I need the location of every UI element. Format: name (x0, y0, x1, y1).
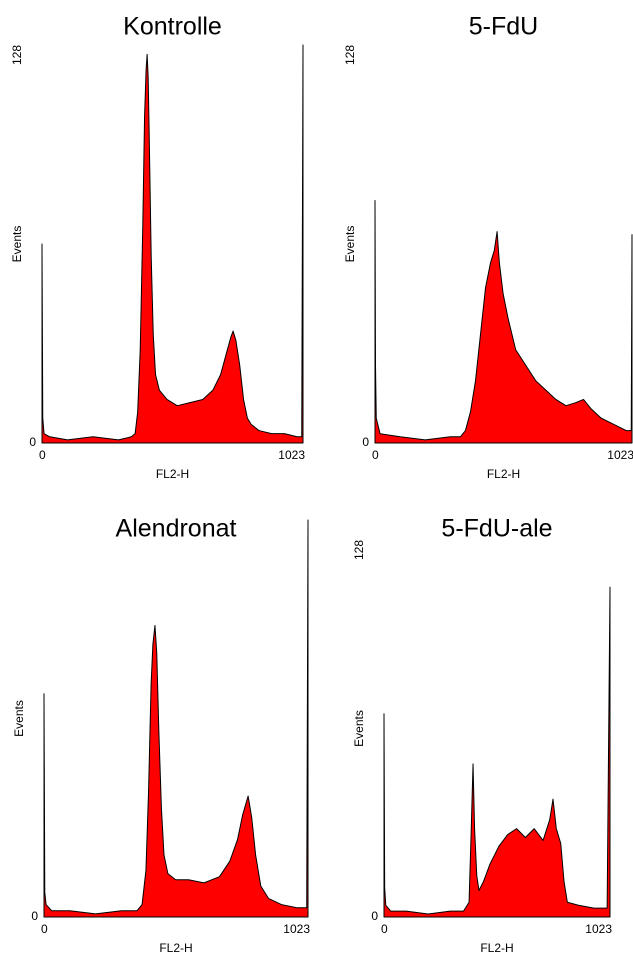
x-tick-label: 0 (372, 448, 379, 462)
x-tick-label: 1023 (585, 922, 612, 936)
histogram-area (41, 44, 304, 444)
x-tick-label: 1023 (278, 448, 305, 462)
x-axis-label: FL2-H (156, 467, 189, 481)
x-tick-label: 0 (39, 448, 46, 462)
x-tick-label: 0 (381, 922, 388, 936)
y-tick-label: 128 (352, 540, 366, 560)
x-axis-label: FL2-H (480, 941, 513, 955)
y-tick-label: 128 (343, 45, 357, 65)
y-tick-label: 0 (371, 909, 378, 923)
histogram-area (374, 199, 633, 444)
y-axis-label: Events (343, 226, 357, 263)
x-axis-label: FL2-H (159, 941, 192, 955)
y-axis-label: Events (352, 710, 366, 747)
x-tick-label: 0 (41, 922, 48, 936)
y-tick-label: 0 (362, 435, 369, 449)
x-tick-label: 1023 (607, 448, 633, 462)
chart-title: Alendronat (116, 515, 237, 543)
histogram-area (43, 519, 309, 918)
x-tick-label: 1023 (283, 922, 310, 936)
chart-title: 5-FdU-ale (441, 515, 552, 543)
chart-title: 5-FdU (469, 13, 538, 41)
y-axis-label: Events (10, 226, 24, 263)
y-tick-label: 0 (29, 435, 36, 449)
chart-title: Kontrolle (123, 13, 222, 41)
y-tick-label: 128 (10, 45, 24, 65)
y-axis-label: Events (12, 700, 26, 737)
histogram-area (383, 586, 611, 918)
x-axis-label: FL2-H (487, 467, 520, 481)
y-tick-label: 0 (31, 909, 38, 923)
